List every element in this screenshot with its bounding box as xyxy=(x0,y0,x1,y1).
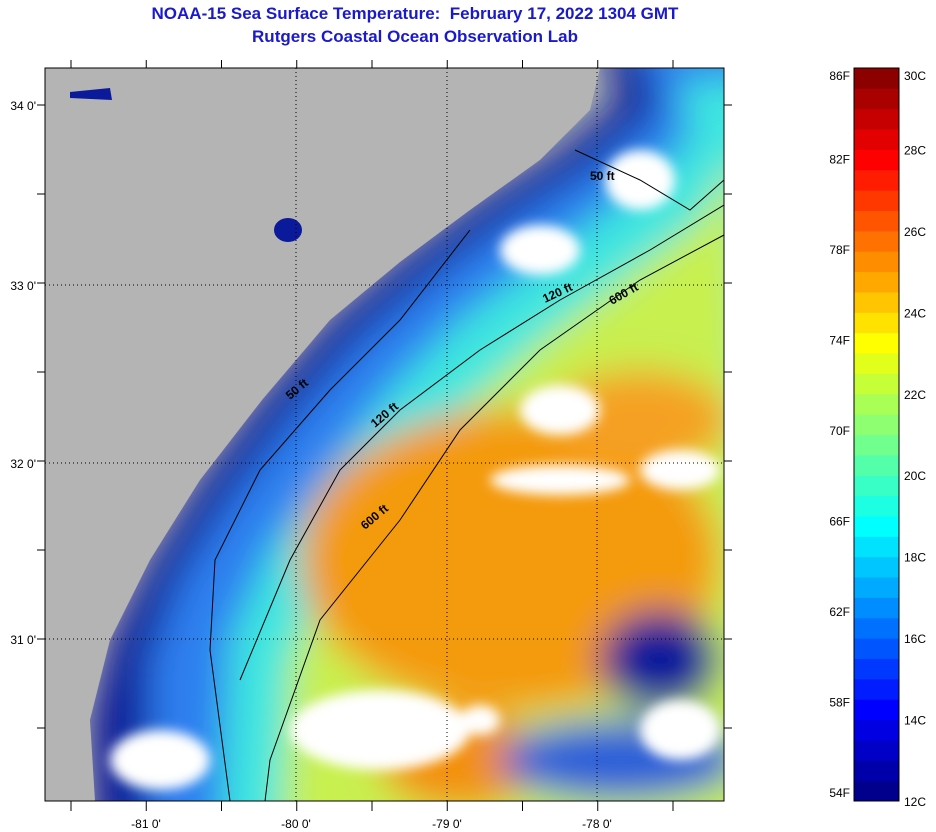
lat-label: 32 0' xyxy=(10,457,36,471)
lon-label: -79 0' xyxy=(432,817,462,831)
sst-field xyxy=(90,68,724,801)
colorbar-celsius-label: 26C xyxy=(904,225,926,239)
colorbar-celsius-label: 20C xyxy=(904,469,926,483)
colorbar-step xyxy=(854,678,899,700)
colorbar-step xyxy=(854,108,899,130)
colorbar-celsius-label: 14C xyxy=(904,714,926,728)
colorbar-celsius-label: 12C xyxy=(904,795,926,809)
land xyxy=(45,68,600,801)
colorbar-fahrenheit-label: 86F xyxy=(829,69,850,83)
colorbar-step xyxy=(854,210,899,232)
colorbar-step xyxy=(854,149,899,171)
colorbar-step xyxy=(854,291,899,313)
colorbar xyxy=(854,68,899,802)
colorbar-step xyxy=(854,719,899,741)
colorbar-step xyxy=(854,536,899,558)
colorbar-step xyxy=(854,230,899,252)
colorbar-step xyxy=(854,129,899,150)
colorbar-celsius-label: 30C xyxy=(904,69,926,83)
map-subtitle: Rutgers Coastal Ocean Observation Lab xyxy=(252,27,578,46)
colorbar-step xyxy=(854,556,899,578)
colorbar-step xyxy=(854,312,899,334)
lat-label: 34 0' xyxy=(10,99,36,113)
colorbar-step xyxy=(854,353,899,374)
colorbar-step xyxy=(854,434,899,456)
colorbar-fahrenheit-label: 74F xyxy=(829,333,850,347)
colorbar-celsius-label: 18C xyxy=(904,551,926,565)
lat-label: 33 0' xyxy=(10,279,36,293)
colorbar-fahrenheit-label: 54F xyxy=(829,786,850,800)
cloud-mask xyxy=(110,150,720,790)
colorbar-step xyxy=(854,699,899,721)
colorbar-step xyxy=(854,251,899,273)
colorbar-fahrenheit-label: 70F xyxy=(829,424,850,438)
isobath-contours xyxy=(209,149,724,801)
map-area: 50 ft 120 ft 600 ft 50 ft 120 ft 600 ft xyxy=(45,68,724,801)
colorbar-step xyxy=(854,577,899,598)
colorbar-step xyxy=(854,515,899,537)
colorbar-step xyxy=(854,393,899,415)
colorbar-step xyxy=(854,597,899,619)
colorbar-step xyxy=(854,190,899,212)
colorbar-celsius-label: 24C xyxy=(904,306,926,320)
colorbar-step xyxy=(854,332,899,354)
colorbar-step xyxy=(854,760,899,782)
colorbar-step xyxy=(854,454,899,476)
colorbar-fahrenheit-label: 82F xyxy=(829,152,850,166)
colorbar-step xyxy=(854,638,899,659)
colorbar-fahrenheit-label: 62F xyxy=(829,605,850,619)
colorbar-step xyxy=(854,739,899,761)
lon-label: -80 0' xyxy=(281,817,311,831)
colorbar-fahrenheit-label: 58F xyxy=(829,695,850,709)
colorbar-celsius-label: 22C xyxy=(904,388,926,402)
colorbar-step xyxy=(854,495,899,517)
lat-label: 31 0' xyxy=(10,633,36,647)
colorbar-step xyxy=(854,373,899,395)
colorbar-step xyxy=(854,169,899,191)
colorbar-step xyxy=(854,658,899,680)
colorbar-step xyxy=(854,271,899,293)
lon-label: -78 0' xyxy=(582,817,612,831)
colorbar-fahrenheit-label: 78F xyxy=(829,243,850,257)
map-title: NOAA-15 Sea Surface Temperature: Februar… xyxy=(151,4,679,23)
colorbar-celsius-label: 16C xyxy=(904,632,926,646)
colorbar-step xyxy=(854,414,899,435)
colorbar-step xyxy=(854,475,899,497)
contour-label: 50 ft xyxy=(590,169,615,183)
colorbar-step xyxy=(854,780,899,802)
lon-label: -81 0' xyxy=(131,817,161,831)
colorbar-celsius-label: 28C xyxy=(904,143,926,157)
colorbar-step xyxy=(854,88,899,110)
colorbar-step xyxy=(854,617,899,639)
colorbar-fahrenheit-label: 66F xyxy=(829,514,850,528)
colorbar-step xyxy=(854,68,899,89)
